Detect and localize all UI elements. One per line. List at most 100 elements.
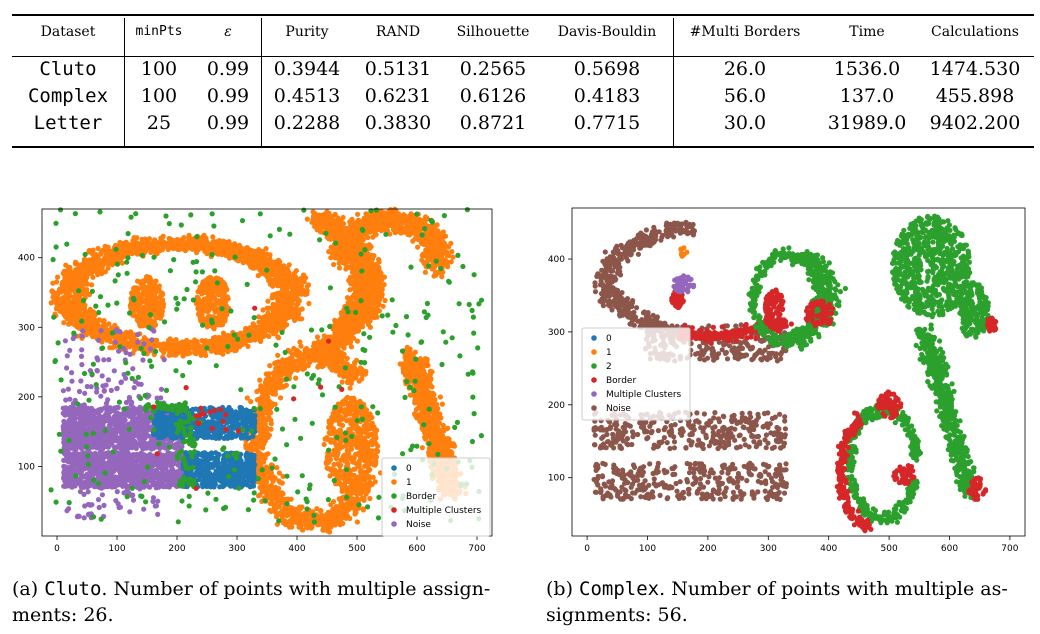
scatter-point xyxy=(122,338,128,344)
scatter-point xyxy=(267,252,273,258)
scatter-point xyxy=(338,248,344,255)
scatter-point xyxy=(242,247,248,254)
scatter-point xyxy=(264,305,270,311)
scatter-point xyxy=(253,265,259,271)
scatter-point xyxy=(70,309,76,315)
scatter-point xyxy=(415,244,421,250)
scatter-point xyxy=(321,333,327,339)
header-purity: Purity xyxy=(285,24,329,40)
scatter-point xyxy=(199,338,205,344)
scatter-point xyxy=(377,292,383,298)
scatter-point xyxy=(304,216,310,222)
table-cell-dataset: Letter xyxy=(33,112,103,134)
scatter-point xyxy=(210,234,216,240)
scatter-point xyxy=(245,343,251,349)
scatter-point xyxy=(222,314,228,321)
scatter-point xyxy=(421,241,427,247)
scatter-point xyxy=(355,258,361,264)
scatter-point xyxy=(348,281,354,287)
table-cell: 0.4183 xyxy=(573,85,641,107)
table-cell: 1474.530 xyxy=(929,58,1021,80)
scatter-point xyxy=(439,274,445,280)
scatter-point xyxy=(61,320,67,326)
scatter-point xyxy=(173,352,179,358)
scatter-point xyxy=(105,265,111,271)
scatter-point xyxy=(206,294,212,301)
scatter-point xyxy=(184,348,190,354)
scatter-point xyxy=(350,243,356,250)
scatter-point xyxy=(223,286,230,292)
scatter-point xyxy=(75,271,82,277)
scatter-point xyxy=(430,228,436,234)
scatter-point xyxy=(338,243,344,249)
scatter-point xyxy=(353,270,359,276)
scatter-point xyxy=(438,261,444,267)
scatter-point xyxy=(344,340,350,346)
scatter-point xyxy=(320,216,326,222)
scatter-point xyxy=(355,318,361,324)
scatter-point xyxy=(224,294,230,300)
scatter-point xyxy=(171,338,177,344)
scatter-point xyxy=(359,219,365,225)
scatter-point xyxy=(258,323,264,329)
scatter-point xyxy=(166,337,172,343)
scatter-point xyxy=(48,300,54,306)
table-cell: 0.5131 xyxy=(364,58,432,80)
scatter-point xyxy=(165,246,171,253)
results-table: Dataset minPts ε Purity RAND Silhouette … xyxy=(12,14,1034,148)
table-cell: 137.0 xyxy=(839,85,895,107)
table-divider xyxy=(673,18,674,146)
header-multi-borders: #Multi Borders xyxy=(689,24,801,40)
table-cell: 0.8721 xyxy=(459,112,527,134)
scatter-point xyxy=(305,282,312,288)
scatter-point xyxy=(442,242,448,248)
scatter-point xyxy=(54,292,61,298)
scatter-point xyxy=(86,313,92,319)
scatter-point xyxy=(300,291,306,297)
scatter-point xyxy=(66,268,72,274)
scatter-point xyxy=(261,315,267,321)
scatter-point xyxy=(310,209,316,215)
scatter-point xyxy=(272,330,278,336)
scatter-point xyxy=(387,207,394,213)
scatter-point xyxy=(392,217,399,223)
scatter-point xyxy=(358,241,364,247)
scatter-point xyxy=(143,276,150,282)
scatter-point xyxy=(329,217,336,223)
table-cell-dataset: Cluto xyxy=(39,58,97,80)
scatter-point xyxy=(226,255,233,261)
scatter-point xyxy=(100,318,106,324)
scatter-point xyxy=(140,313,146,320)
scatter-point xyxy=(50,289,56,295)
scatter-point xyxy=(340,314,347,320)
scatter-point xyxy=(215,321,221,327)
scatter-point xyxy=(247,325,253,331)
scatter-point xyxy=(84,289,90,295)
scatter-point xyxy=(76,304,82,311)
header-epsilon: ε xyxy=(224,24,232,40)
header-silhouette: Silhouette xyxy=(456,24,530,40)
scatter-point xyxy=(176,344,182,350)
scatter-point xyxy=(424,235,431,241)
scatter-point xyxy=(373,232,379,238)
header-davis-bouldin: Davis-Bouldin xyxy=(557,24,657,40)
scatter-point xyxy=(331,334,337,340)
scatter-point xyxy=(362,295,368,301)
scatter-point xyxy=(221,243,227,249)
header-minpts: minPts xyxy=(135,24,183,39)
table-header-rule xyxy=(12,56,1034,57)
scatter-point xyxy=(376,212,382,219)
scatter-point xyxy=(215,292,222,298)
scatter-point xyxy=(295,309,301,315)
scatter-point xyxy=(184,343,190,350)
scatter-point xyxy=(332,340,338,347)
scatter-point xyxy=(275,303,281,309)
scatter-point xyxy=(100,334,106,340)
table-cell: 0.99 xyxy=(206,58,250,80)
scatter-point xyxy=(341,310,347,316)
scatter-point xyxy=(98,261,104,267)
scatter-point xyxy=(371,283,378,289)
scatter-point xyxy=(347,224,353,230)
scatter-point xyxy=(203,305,209,311)
scatter-point xyxy=(129,303,135,309)
